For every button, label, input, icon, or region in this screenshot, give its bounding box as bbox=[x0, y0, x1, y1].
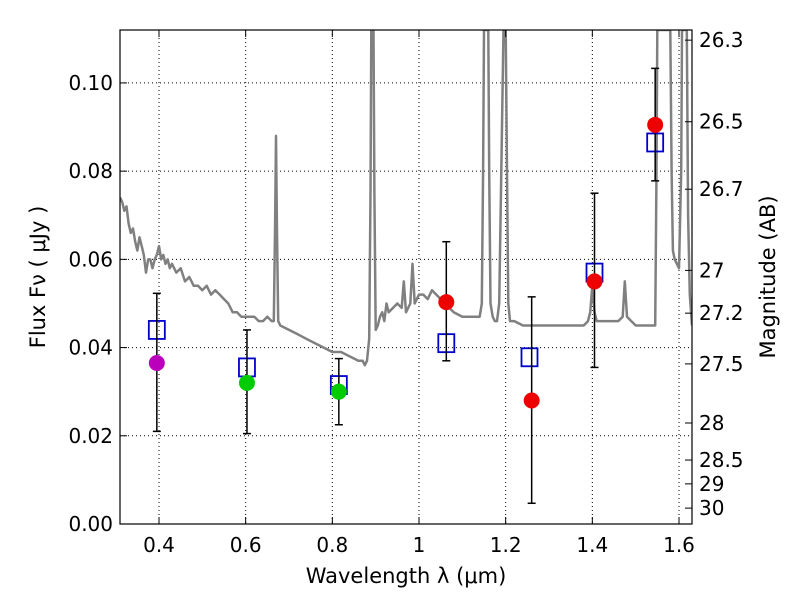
observed-fluxes bbox=[148, 67, 664, 505]
observed-flux-point bbox=[438, 294, 455, 311]
x-tick-label: 0.6 bbox=[230, 533, 262, 557]
y-tick-label: 0.02 bbox=[68, 424, 113, 448]
model-band-square bbox=[520, 347, 539, 368]
x-tick-label: 0.4 bbox=[143, 533, 175, 557]
x-axis: 0.4 0.6 0.8 1 1.2 1.4 1.6 bbox=[143, 30, 695, 557]
x-tick-label: 1 bbox=[413, 533, 426, 557]
observed-flux-point bbox=[330, 383, 347, 400]
y-tick-label: 0.10 bbox=[68, 71, 113, 95]
y-tick-label: 0.00 bbox=[68, 512, 113, 536]
y2-tick-label: 29 bbox=[699, 472, 724, 496]
model-band-fluxes bbox=[147, 132, 665, 395]
plot-area bbox=[120, 30, 692, 395]
plot-frame bbox=[119, 29, 693, 525]
y2-tick-label: 27.5 bbox=[699, 352, 744, 376]
y2-tick-label: 28.5 bbox=[699, 448, 744, 472]
x-tick-label: 1.6 bbox=[663, 533, 695, 557]
y2-axis-title: Magnitude (AB) bbox=[756, 195, 780, 358]
y2-tick-label: 26.3 bbox=[699, 28, 744, 52]
y-axis: 0.00 0.02 0.04 0.06 0.08 0.10 bbox=[68, 71, 127, 536]
y2-tick-label: 30 bbox=[699, 496, 724, 520]
x-tick-label: 1.2 bbox=[490, 533, 522, 557]
y2-tick-label: 26.7 bbox=[699, 177, 744, 201]
y-tick-label: 0.06 bbox=[68, 247, 113, 271]
x-tick-label: 0.8 bbox=[316, 533, 348, 557]
observed-flux-point bbox=[238, 374, 255, 391]
y2-tick-label: 27.2 bbox=[699, 301, 744, 325]
y-tick-label: 0.04 bbox=[68, 336, 113, 360]
y-axis-title: Flux Fν ( μJy ) bbox=[26, 206, 50, 349]
y2-tick-label: 28 bbox=[699, 411, 724, 435]
observed-flux-point bbox=[523, 392, 540, 409]
x-axis-title: Wavelength λ (μm) bbox=[306, 564, 507, 588]
observed-flux-point bbox=[586, 273, 603, 290]
y2-tick-label: 27 bbox=[699, 258, 724, 282]
y-tick-label: 0.08 bbox=[68, 159, 113, 183]
observed-flux-point bbox=[647, 116, 664, 133]
model-sed-line bbox=[120, 30, 692, 367]
grid-lines bbox=[120, 30, 692, 525]
y2-tick-label: 26.5 bbox=[699, 110, 744, 134]
x-tick-label: 1.4 bbox=[576, 533, 608, 557]
observed-flux-point bbox=[148, 355, 165, 372]
